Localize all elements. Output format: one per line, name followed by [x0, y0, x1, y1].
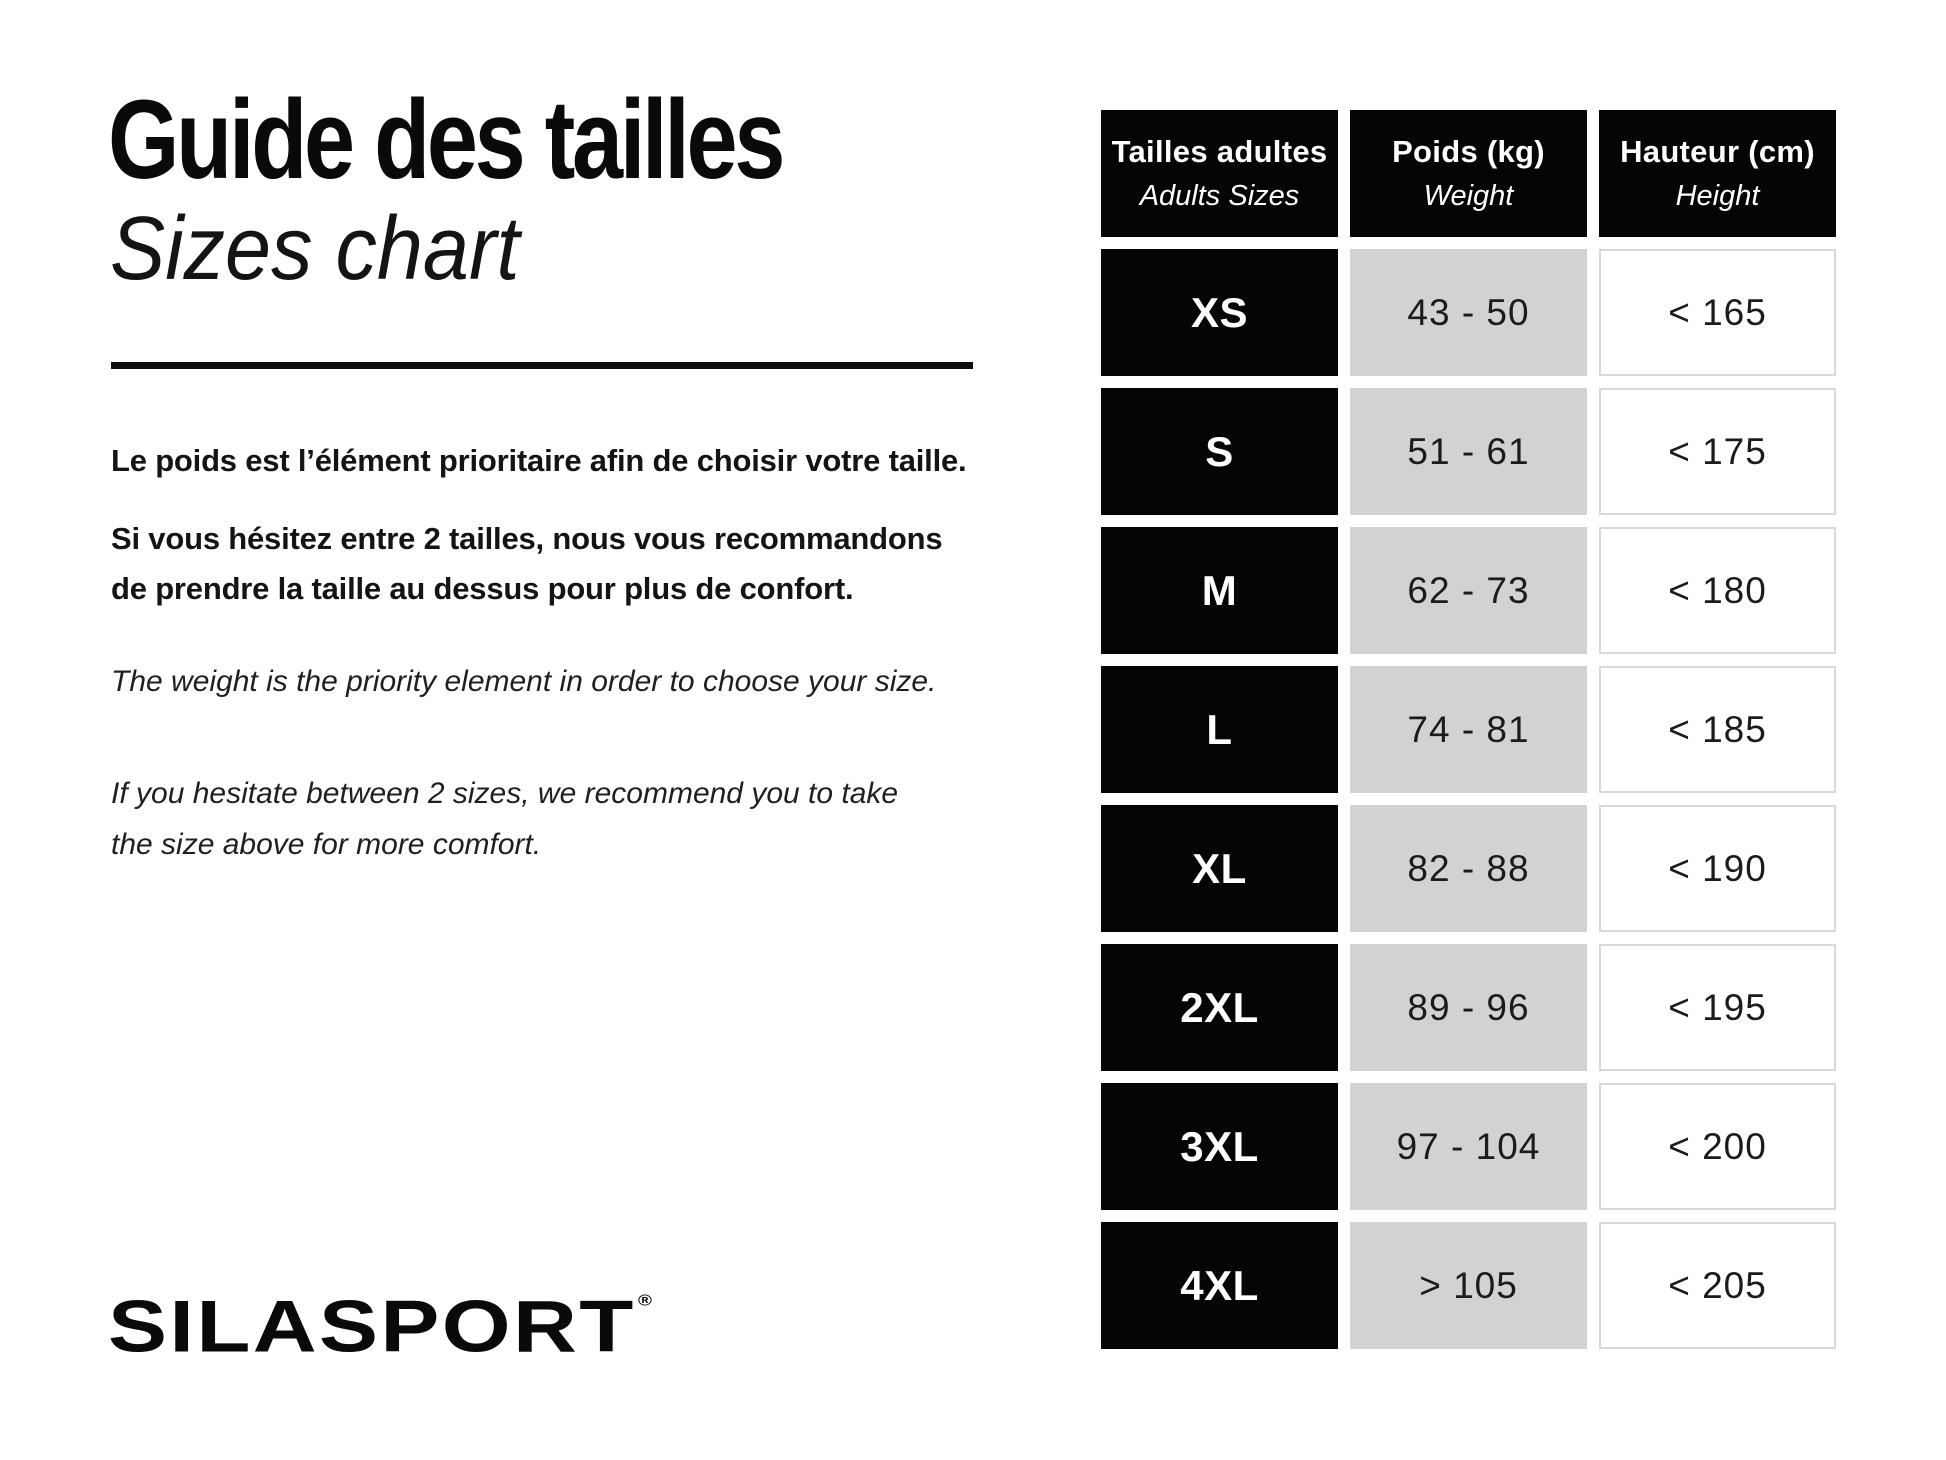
height-cell-4XL: < 205: [1599, 1222, 1836, 1349]
size-cell-XL: XL: [1101, 805, 1338, 932]
column-header-weight: Poids (kg) Weight: [1350, 110, 1587, 237]
weight-cell-XL: 82 - 88: [1350, 805, 1587, 932]
height-cell-XS: < 165: [1599, 249, 1836, 376]
column-header-subtitle: Weight: [1423, 180, 1514, 212]
intro-english-hesitate-note: If you hesitate between 2 sizes, we reco…: [111, 777, 899, 861]
intro-french-hesitate-note: Si vous hésitez entre 2 tailles, nous vo…: [111, 521, 943, 607]
logo-text: SILASPORT: [108, 1285, 636, 1368]
size-cell-4XL: 4XL: [1101, 1222, 1338, 1349]
column-header-title: Hauteur (cm): [1620, 134, 1815, 169]
column-header-sizes: Tailles adultes Adults Sizes: [1101, 110, 1338, 237]
silasport-logo: SILASPORT ®: [108, 1290, 652, 1364]
page-title: Guide des tailles: [108, 77, 785, 202]
weight-cell-3XL: 97 - 104: [1350, 1083, 1587, 1210]
column-header-subtitle: Height: [1675, 180, 1760, 212]
weight-cell-M: 62 - 73: [1350, 527, 1587, 654]
weight-cell-4XL: > 105: [1350, 1222, 1587, 1349]
size-cell-M: M: [1101, 527, 1338, 654]
column-header-subtitle: Adults Sizes: [1139, 180, 1300, 212]
height-cell-M: < 180: [1599, 527, 1836, 654]
size-cell-S: S: [1101, 388, 1338, 515]
registered-trademark-icon: ®: [638, 1292, 652, 1310]
column-header-title: Poids (kg): [1392, 134, 1545, 169]
weight-cell-L: 74 - 81: [1350, 666, 1587, 793]
weight-cell-2XL: 89 - 96: [1350, 944, 1587, 1071]
height-cell-2XL: < 195: [1599, 944, 1836, 1071]
height-cell-S: < 175: [1599, 388, 1836, 515]
weight-cell-XS: 43 - 50: [1350, 249, 1587, 376]
size-table: Tailles adultes Adults Sizes Poids (kg) …: [1101, 110, 1836, 1349]
weight-cell-S: 51 - 61: [1350, 388, 1587, 515]
size-cell-3XL: 3XL: [1101, 1083, 1338, 1210]
page-subtitle: Sizes chart: [110, 199, 520, 299]
size-cell-2XL: 2XL: [1101, 944, 1338, 1071]
column-header-title: Tailles adultes: [1111, 134, 1328, 169]
height-cell-L: < 185: [1599, 666, 1836, 793]
title-divider-rule: [111, 362, 973, 369]
size-cell-L: L: [1101, 666, 1338, 793]
column-header-height: Hauteur (cm) Height: [1599, 110, 1836, 237]
height-cell-XL: < 190: [1599, 805, 1836, 932]
height-cell-3XL: < 200: [1599, 1083, 1836, 1210]
intro-french-weight-note: Le poids est l’élément prioritaire afin …: [111, 443, 967, 478]
intro-english-weight-note: The weight is the priority element in or…: [111, 665, 937, 698]
size-cell-XS: XS: [1101, 249, 1338, 376]
